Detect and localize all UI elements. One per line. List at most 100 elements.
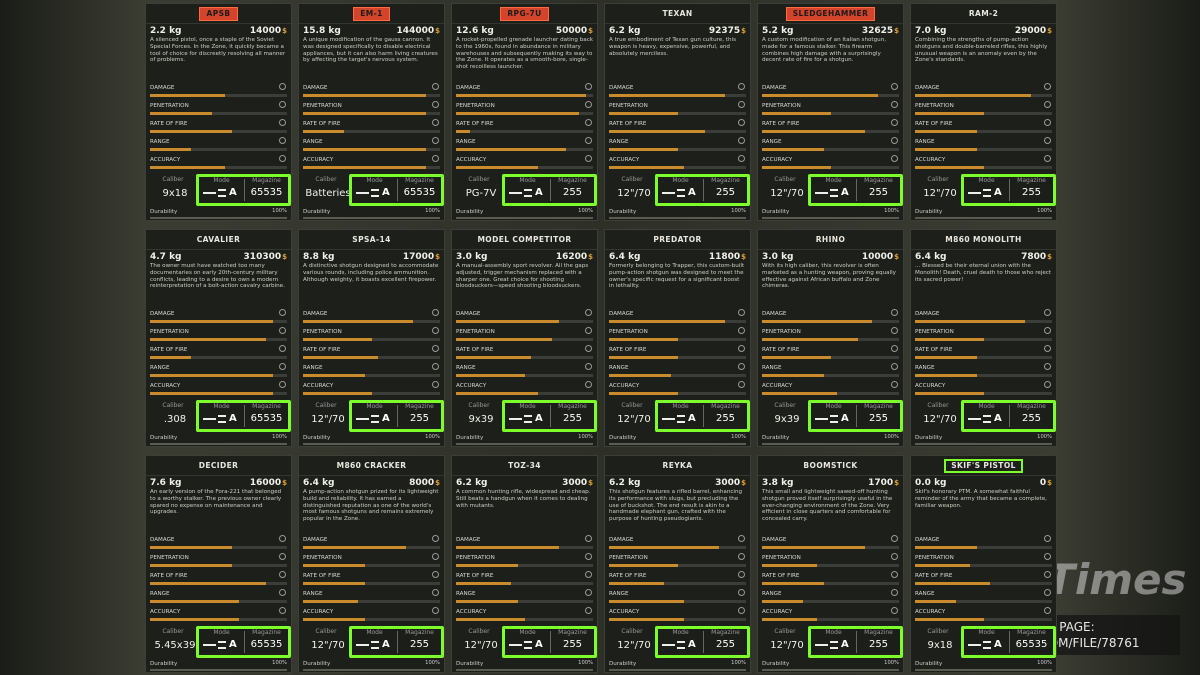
weight-price-row: 12.6 kg 50000$ xyxy=(456,24,593,37)
stat-icon xyxy=(279,345,286,352)
weapon-card[interactable]: M860 MONOLITH 6.4 kg 7800$... Blessed be t… xyxy=(910,229,1057,447)
weapon-card[interactable]: PREDATOR 6.4 kg 11800$ Formerly belonging t… xyxy=(604,229,751,447)
stat-row: ACCURACY xyxy=(456,380,593,398)
stat-track xyxy=(762,130,899,133)
weapon-card[interactable]: SPSA-14 8.8 kg 17000$ A distinctive shotgun… xyxy=(298,229,445,447)
weapon-card[interactable]: MODEL COMPETITOR 3.0 kg 16200$ A manual-ass… xyxy=(451,229,598,447)
stat-icon xyxy=(1044,155,1051,162)
stat-bar xyxy=(456,600,518,603)
stat-bar xyxy=(915,166,984,169)
durability-bar xyxy=(609,217,746,219)
weapon-card[interactable]: APSB 2.2 kg 14000$ A silenced pistol, once … xyxy=(145,3,292,221)
weapon-card[interactable]: M860 CRACKER 6.4 kg 8000$ A pump-action sho… xyxy=(298,455,445,673)
weapon-card[interactable]: RAM-2 7.0 kg 29000$ Combining the strengths… xyxy=(910,3,1057,221)
durability-bar xyxy=(762,669,899,671)
stat-label: PENETRATION xyxy=(150,329,189,335)
stat-row: RANGE xyxy=(609,362,746,380)
mode-icon xyxy=(677,641,685,649)
weapon-card[interactable]: RPG-7U 12.6 kg 50000$ A rocket-propelled gr… xyxy=(451,3,598,221)
mode-icon xyxy=(371,641,379,649)
stat-row: PENETRATION xyxy=(303,326,440,344)
stat-track xyxy=(762,564,899,567)
weapon-card[interactable]: TOZ-34 6.2 kg 3000$ A common hunting rifle,… xyxy=(451,455,598,673)
stat-row: RATE OF FIRE xyxy=(150,570,287,588)
description: Skif's honorary PTM. A somewhat faithful… xyxy=(915,489,1047,509)
mode-icon xyxy=(218,641,226,649)
stat-icon xyxy=(1044,83,1051,90)
stat-bar xyxy=(456,392,539,395)
stat-track xyxy=(303,546,440,549)
stat-bar xyxy=(915,618,984,621)
stat-bar xyxy=(456,166,539,169)
price-box: 3000$ xyxy=(562,478,593,488)
weapon-name: RHINO xyxy=(815,234,846,244)
stat-icon xyxy=(279,553,286,560)
currency: $ xyxy=(894,252,899,261)
weapon-card[interactable]: SKIF'S PISTOL 0.0 kg 0$ Skif's honorary PTM… xyxy=(910,455,1057,673)
stat-label: ACCURACY xyxy=(915,383,946,389)
weapon-name: RAM-2 xyxy=(968,8,999,18)
weapon-card[interactable]: DECIDER 7.6 kg 16000$ An early version of t… xyxy=(145,455,292,673)
stat-track xyxy=(150,94,287,97)
stat-label: PENETRATION xyxy=(915,103,954,109)
stat-track xyxy=(762,582,899,585)
stat-row: RATE OF FIRE xyxy=(609,570,746,588)
weapon-card[interactable]: SLEDGEHAMMER 5.2 kg 32625$ A custom modific… xyxy=(757,3,904,221)
magazine-value: 255 xyxy=(1021,413,1042,424)
stat-icon xyxy=(432,345,439,352)
price: 3000 xyxy=(715,477,741,488)
stat-track xyxy=(303,166,440,169)
durability-bar xyxy=(609,669,746,671)
stat-label: ACCURACY xyxy=(456,383,487,389)
stat-icon xyxy=(1044,607,1051,614)
durability-bar xyxy=(609,443,746,445)
stat-label: RATE OF FIRE xyxy=(456,347,494,353)
weapon-card[interactable]: BOOMSTICK 3.8 kg 1700$ This small and light… xyxy=(757,455,904,673)
durability-row: Durability 100% xyxy=(609,208,746,220)
weapon-card[interactable]: RHINO 3.0 kg 10000$ With its high caliber, … xyxy=(757,229,904,447)
stat-icon xyxy=(432,363,439,370)
durability-label: Durability xyxy=(303,209,331,215)
description: A pump-action shotgun prized for its lig… xyxy=(303,489,439,523)
magazine-label: Magazine xyxy=(252,403,281,410)
caliber-value: 9x39 xyxy=(774,414,800,425)
stat-track xyxy=(456,392,593,395)
separator xyxy=(1009,631,1010,653)
weight: 0.0 kg xyxy=(915,477,947,488)
stat-bar xyxy=(150,130,233,133)
stat-row: RANGE xyxy=(303,136,440,154)
stat-label: DAMAGE xyxy=(303,311,328,317)
stat-track xyxy=(303,130,440,133)
mode-letter: A xyxy=(382,187,390,198)
weapon-card[interactable]: CAVALIER 4.7 kg 310300$ The owner must have… xyxy=(145,229,292,447)
stat-bar xyxy=(456,338,552,341)
weapon-card[interactable]: REYKA 6.2 kg 3000$ This shotgun features a … xyxy=(604,455,751,673)
stat-icon xyxy=(279,327,286,334)
mode-magazine-box: Mode Magazine A 255 xyxy=(349,400,444,432)
weapon-card[interactable]: EM-1 15.8 kg 144000$ A unique modification … xyxy=(298,3,445,221)
stat-track xyxy=(456,356,593,359)
stat-label: RATE OF FIRE xyxy=(150,573,188,579)
stat-icon xyxy=(279,309,286,316)
stat-label: RATE OF FIRE xyxy=(609,347,647,353)
mode-label: Mode xyxy=(672,177,689,184)
magazine-label: Magazine xyxy=(558,177,587,184)
stat-row: PENETRATION xyxy=(150,552,287,570)
stat-row: PENETRATION xyxy=(762,326,899,344)
weapon-card[interactable]: TEXAN 6.2 kg 92375$ A true embodiment of Te… xyxy=(604,3,751,221)
durability-label: Durability xyxy=(456,661,484,667)
caliber-value: 9x18 xyxy=(927,640,953,651)
stat-row: DAMAGE xyxy=(456,534,593,552)
caliber-value: 12"/70 xyxy=(311,414,345,425)
stat-row: RANGE xyxy=(762,588,899,606)
mode-label: Mode xyxy=(825,177,842,184)
stat-row: DAMAGE xyxy=(915,534,1052,552)
weapon-name: APSB xyxy=(199,6,238,21)
stat-icon xyxy=(891,309,898,316)
stat-bar xyxy=(762,94,879,97)
ammo-block: Caliber 12"/70 Mode Magazine A 255 xyxy=(609,626,750,660)
mode-magazine-box: Mode Magazine A 255 xyxy=(655,626,750,658)
stat-icon xyxy=(1044,589,1051,596)
caliber-value: 12"/70 xyxy=(464,640,498,651)
durability-row: Durability 100% xyxy=(609,434,746,446)
